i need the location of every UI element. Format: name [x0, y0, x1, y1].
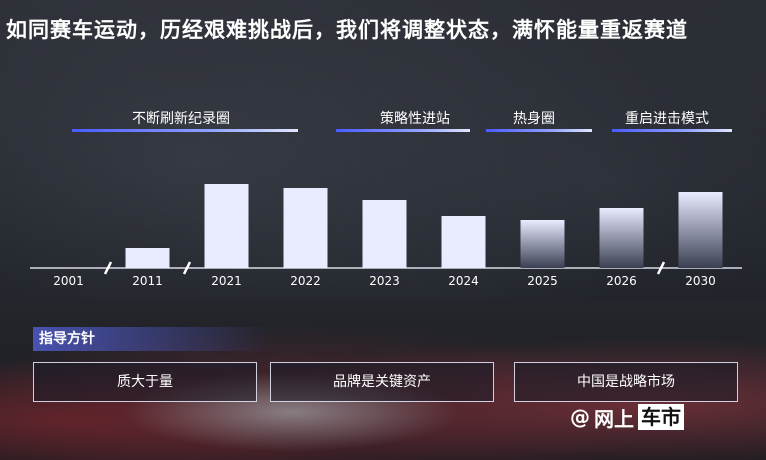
phase-label-warmup-lap: 热身圈: [513, 111, 555, 127]
bar-2026: [599, 208, 644, 268]
bar-2022: [283, 188, 328, 268]
phase-underline-record-laps: [72, 129, 298, 132]
guidance-item-brand: 品牌是关键资产: [270, 362, 494, 402]
x-tick-label-2022: 2022: [290, 274, 321, 288]
slide-headline: 如同赛车运动，历经艰难挑战后，我们将调整状态，满怀能量重返赛道: [6, 18, 688, 42]
phase-label-record-laps: 不断刷新纪录圈: [132, 111, 230, 127]
x-tick-label-2026: 2026: [606, 274, 637, 288]
x-tick-label-2011: 2011: [132, 274, 163, 288]
bar-chart: 2001 2011 2021 2022 2023 2024 2025 2026 2030: [30, 184, 742, 288]
guidance-item-quality: 质大于量: [33, 362, 257, 402]
phase-underline-pit-stop: [336, 129, 470, 132]
phase-underline-restart-attack: [612, 129, 732, 132]
bar-2021: [204, 184, 249, 268]
bar-2023: [362, 200, 407, 268]
x-tick-label-2025: 2025: [527, 274, 558, 288]
axis-break-after-2026: [656, 261, 666, 275]
bar-2024: [441, 216, 486, 268]
watermark-boxed-text: 车市: [638, 404, 684, 430]
guidance-item-china: 中国是战略市场: [514, 362, 738, 402]
x-tick-label-2021: 2021: [211, 274, 242, 288]
bar-2025: [520, 220, 565, 268]
axis-break-after-2011: [182, 261, 192, 275]
x-tick-label-2001: 2001: [53, 274, 84, 288]
site-watermark: @ 网上 车市: [570, 402, 684, 432]
axis-break-after-2001: [103, 261, 113, 275]
phase-underline-warmup-lap: [486, 129, 592, 132]
bar-2030: [678, 192, 723, 268]
x-tick-label-2030: 2030: [685, 274, 716, 288]
bar-2011: [125, 248, 170, 268]
phase-label-pit-stop: 策略性进站: [380, 111, 450, 127]
x-tick-label-2024: 2024: [448, 274, 479, 288]
watermark-text: 网上: [594, 406, 634, 431]
guidance-title: 指导方针: [33, 327, 269, 351]
watermark-at: @: [570, 405, 590, 429]
phase-label-restart-attack: 重启进击模式: [625, 111, 709, 127]
x-tick-label-2023: 2023: [369, 274, 400, 288]
